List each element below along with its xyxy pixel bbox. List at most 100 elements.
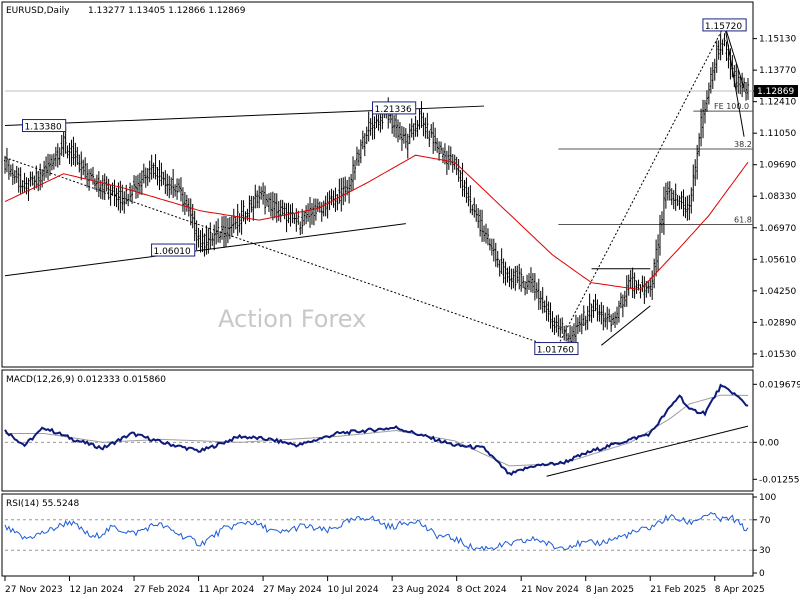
ohlc-bar <box>93 178 96 190</box>
ohlc-bar <box>627 274 630 296</box>
ohlc-bar <box>35 165 38 189</box>
ohlc-bar <box>510 268 513 290</box>
ohlc-bar <box>447 145 450 170</box>
ohlc-bar <box>471 204 474 216</box>
ohlc-bar <box>95 174 98 192</box>
ohlc-bar <box>641 275 644 293</box>
ohlc-bar <box>492 238 495 262</box>
ohlc-bar <box>469 185 472 214</box>
ohlc-bar <box>281 199 284 216</box>
time-tick-label: 8 Oct 2024 <box>457 585 507 595</box>
ohlc-bar <box>674 183 677 211</box>
ohlc-bar <box>414 115 417 137</box>
ohlc-bar <box>316 198 319 212</box>
ohlc-bar <box>735 63 738 91</box>
ohlc-bar <box>176 178 179 200</box>
ohlc-bar <box>336 193 339 211</box>
macd-panel-frame <box>1 369 754 492</box>
ohlc-bar <box>633 272 636 299</box>
price-tick-label: 1.02890 <box>759 318 796 328</box>
ohlc-bar <box>608 308 611 323</box>
ohlc-bar <box>617 300 620 323</box>
trendline <box>724 24 745 89</box>
ohlc-bar <box>559 318 562 338</box>
ohlc-bar <box>113 179 116 207</box>
ohlc-bar <box>150 154 153 180</box>
ohlc-readout: 1.13277 1.13405 1.12866 1.12869 <box>88 6 246 16</box>
ohlc-bar <box>688 194 691 221</box>
ohlc-bar <box>483 225 486 242</box>
macd-layer: 0.019679 0.00 -0.012552 <box>4 380 800 485</box>
current-price-label: 1.12869 <box>757 87 794 97</box>
ohlc-bar <box>353 160 356 180</box>
ohlc-bar <box>250 195 253 213</box>
ohlc-bar <box>463 179 466 198</box>
ohlc-bar <box>363 133 366 157</box>
ohlc-bar <box>412 123 415 141</box>
ohlc-bar <box>11 163 14 185</box>
current-price-box <box>754 85 798 98</box>
ohlc-bar <box>164 170 167 195</box>
ohlc-bar <box>477 207 480 229</box>
ohlc-bar <box>541 287 544 314</box>
ohlc-bar <box>459 170 462 189</box>
ohlc-bar <box>479 209 482 237</box>
ohlc-bar <box>531 273 534 293</box>
ohlc-bar <box>488 238 491 251</box>
time-tick-label: 8 Apr 2025 <box>715 585 765 595</box>
ohlc-bar <box>266 194 269 207</box>
ohlc-bar <box>142 163 145 184</box>
ohlc-bar <box>99 180 102 199</box>
ohlc-bar <box>494 242 497 267</box>
ohlc-bar <box>303 210 306 226</box>
fib-level-label: FE 100.0 <box>714 102 749 111</box>
time-tick-label: 10 Jul 2024 <box>328 585 379 595</box>
ohlc-bar <box>203 233 206 257</box>
ohlc-bar <box>741 72 744 97</box>
ohlc-bar <box>584 315 587 331</box>
ohlc-bar <box>234 216 237 230</box>
ohlc-bar <box>373 116 376 140</box>
time-axis: 27 Nov 2023 12 Jan 2024 27 Feb 2024 11 Apr … <box>4 576 765 595</box>
ohlc-bar <box>434 127 437 151</box>
ohlc-bar <box>305 205 308 225</box>
fib-level-label: 38.2 <box>734 140 752 149</box>
ohlc-bar <box>148 160 151 183</box>
ohlc-bar <box>436 137 439 153</box>
ohlc-bar <box>172 168 175 198</box>
time-tick-label: 27 Feb 2024 <box>134 585 190 595</box>
ohlc-bar <box>78 154 81 173</box>
ohlc-bar <box>256 190 259 209</box>
ohlc-bar <box>74 142 77 167</box>
ohlc-bar <box>537 278 540 310</box>
ohlc-bar <box>19 167 22 195</box>
ohlc-bar <box>135 175 138 199</box>
ohlc-bar <box>717 40 720 60</box>
ohlc-bar <box>338 178 341 204</box>
ohlc-bar <box>146 167 149 186</box>
macd-tick-label: 0.00 <box>759 438 779 448</box>
ohlc-bar <box>682 189 685 217</box>
ohlc-bar <box>529 267 532 293</box>
ohlc-bar <box>549 302 552 329</box>
ohlc-bar <box>217 218 220 243</box>
ohlc-bar <box>582 305 585 326</box>
ohlc-bar <box>576 317 579 334</box>
ohlc-bar <box>121 184 124 211</box>
time-tick-label: 23 Aug 2024 <box>392 585 450 595</box>
rsi-line <box>4 511 749 552</box>
ohlc-bar <box>140 170 143 195</box>
ohlc-bar <box>156 167 159 186</box>
ohlc-bar <box>168 175 171 199</box>
price-tick-label: 1.08330 <box>759 192 796 202</box>
ohlc-bar <box>260 186 263 200</box>
ohlc-bar <box>461 162 464 197</box>
ohlc-bar <box>131 185 134 204</box>
ohlc-bar <box>539 290 542 310</box>
macd-tick-label: 0.019679 <box>759 380 800 390</box>
ohlc-bar <box>703 100 706 124</box>
ohlc-bar <box>484 223 487 244</box>
ohlc-bar <box>698 133 701 157</box>
ohlc-bar <box>486 228 489 246</box>
ohlc-bar <box>598 304 601 322</box>
